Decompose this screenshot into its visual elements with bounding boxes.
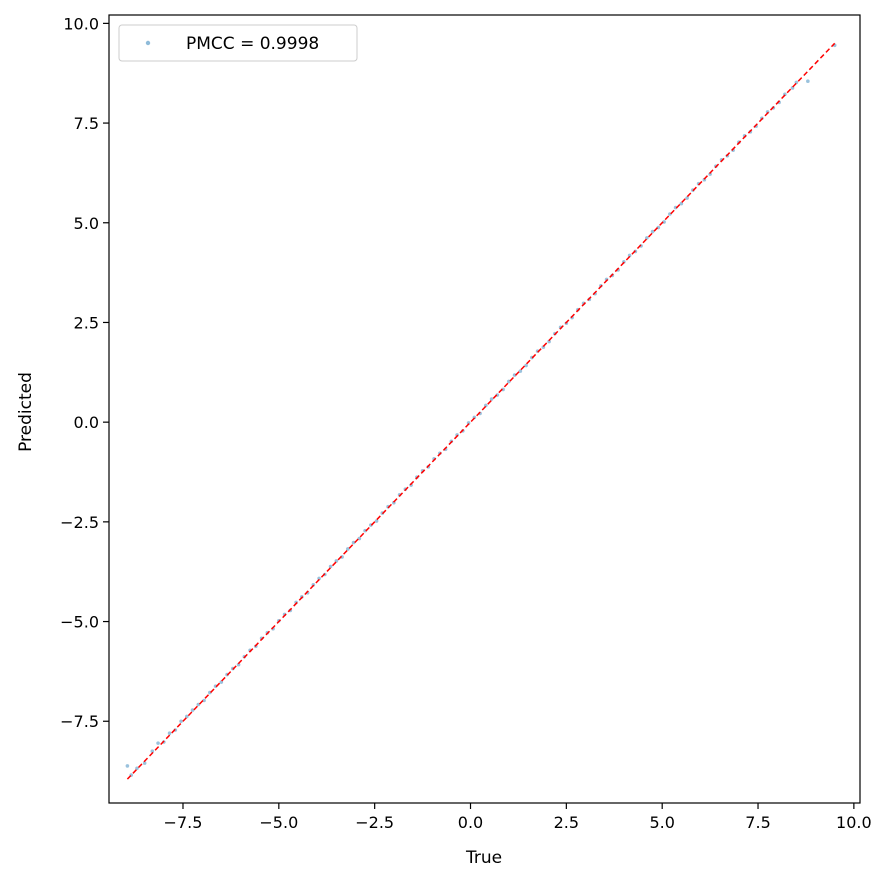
scatter-point	[142, 761, 147, 765]
x-axis-label: True	[465, 848, 502, 868]
y-axis: −7.5 −5.0 −2.5 0.0 2.5 5.0 7.5 10.0	[60, 14, 109, 731]
scatter-point	[150, 749, 155, 753]
scatter-point	[524, 363, 528, 368]
scatter-point	[466, 421, 471, 425]
y-axis-label: Predicted	[16, 372, 36, 452]
scatter-point	[708, 172, 712, 176]
x-axis: −7.5 −5.0 −2.5 0.0 2.5 5.0 7.5 10.0	[164, 803, 872, 832]
scatter-point	[317, 576, 321, 581]
x-tick-label: 10.0	[836, 813, 872, 832]
scatter-point	[627, 253, 632, 258]
scatter-point	[374, 519, 379, 523]
x-tick-label: −7.5	[164, 813, 203, 832]
reference-line-layer	[126, 42, 836, 780]
y-tick-label: 7.5	[74, 114, 99, 133]
scatter-point	[662, 220, 666, 224]
scatter-point	[135, 766, 139, 771]
scatter-point	[202, 698, 206, 703]
y-tick-label: 0.0	[74, 413, 99, 432]
x-tick-label: 7.5	[745, 813, 770, 832]
scatter-point	[328, 564, 333, 569]
scatter-point	[346, 547, 350, 551]
x-tick-label: −2.5	[355, 813, 394, 832]
scatter-point	[673, 205, 678, 210]
legend-label: PMCC = 0.9998	[186, 34, 319, 54]
scatter-point	[489, 397, 494, 401]
scatter-point	[547, 339, 551, 344]
scatter-point	[185, 714, 189, 719]
scatter-point	[156, 741, 160, 745]
x-tick-label: 0.0	[458, 813, 483, 832]
x-tick-label: −5.0	[259, 813, 298, 832]
scatter-point	[685, 196, 689, 200]
y-tick-label: −2.5	[60, 513, 99, 532]
y-tick-label: 5.0	[74, 214, 99, 233]
y-tick-label: −7.5	[60, 712, 99, 731]
legend-box	[118, 24, 358, 62]
scatter-point	[518, 369, 523, 373]
x-tick-label: 5.0	[649, 813, 674, 832]
scatter-point	[125, 764, 130, 768]
scatter-point	[512, 373, 517, 377]
scatter-point	[179, 719, 183, 724]
scatter-point	[501, 387, 505, 392]
y-tick-label: 2.5	[74, 313, 99, 332]
scatter-point	[806, 79, 810, 83]
plot-frame	[108, 14, 861, 804]
scatter-point	[167, 731, 172, 736]
scatter-point	[236, 662, 241, 667]
y-tick-label: 10.0	[63, 14, 99, 33]
y-tick-label: −5.0	[60, 613, 99, 632]
x-tick-label: 2.5	[554, 813, 579, 832]
legend-marker	[145, 40, 151, 46]
scatter-point	[351, 540, 356, 545]
legend: PMCC = 0.9998	[118, 24, 358, 62]
scatter-point	[650, 229, 655, 234]
scatter-point	[190, 708, 195, 712]
identity-reference-line	[126, 42, 836, 780]
scatter-point	[363, 528, 367, 533]
